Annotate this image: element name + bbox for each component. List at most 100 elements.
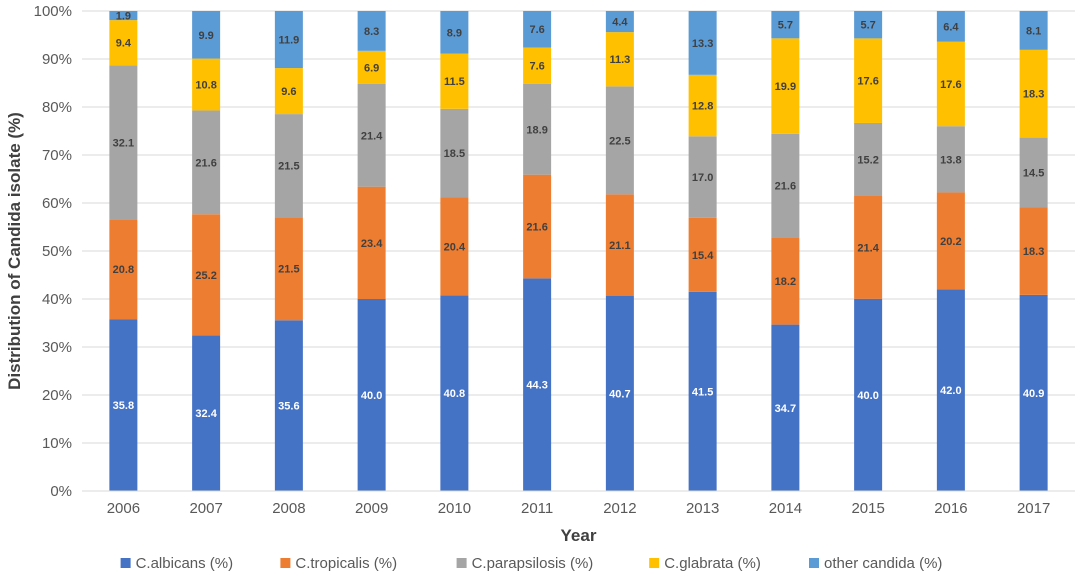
data-label: 42.0 <box>940 385 961 397</box>
data-label: 21.6 <box>526 222 547 234</box>
y-tick-label: 20% <box>42 387 72 404</box>
data-label: 9.6 <box>281 86 296 98</box>
bar-segment <box>771 324 800 491</box>
bar-segment <box>1019 294 1048 491</box>
data-label: 35.8 <box>113 400 134 412</box>
legend-swatch <box>120 558 131 568</box>
data-label: 32.4 <box>195 408 217 420</box>
bar-segment <box>109 219 138 320</box>
bar-segment <box>605 194 634 296</box>
bar-segment <box>936 126 965 193</box>
x-tick-label-2016: 2016 <box>934 500 967 517</box>
x-tick-label-2006: 2006 <box>107 500 140 517</box>
x-tick-label-2013: 2013 <box>686 500 719 517</box>
data-label: 18.5 <box>444 148 465 160</box>
data-label: 19.9 <box>775 81 796 93</box>
bar-segment <box>192 335 221 491</box>
bar-segment <box>440 197 469 296</box>
data-label: 5.7 <box>778 20 793 32</box>
bar-segment <box>771 237 800 325</box>
bar-segment <box>440 53 469 109</box>
bar-segment <box>854 195 883 299</box>
legend-swatch <box>809 558 819 568</box>
data-label: 35.6 <box>278 401 299 413</box>
bar-segment <box>1019 207 1048 295</box>
y-axis-title: Distribution of Candida isolate (%) <box>5 112 24 390</box>
data-label: 23.4 <box>361 238 383 250</box>
legend-swatch <box>280 558 291 568</box>
y-tick-label: 30% <box>42 339 72 356</box>
bar-segment <box>688 11 717 75</box>
data-label: 17.6 <box>940 79 961 91</box>
bar-segment <box>936 289 965 491</box>
data-label: 6.4 <box>943 21 959 33</box>
data-label: 18.2 <box>775 276 796 288</box>
bar-segment <box>936 11 965 42</box>
data-label: 21.6 <box>775 181 796 193</box>
bar-segment <box>274 320 303 491</box>
bar-segment <box>440 295 469 491</box>
bar-segment <box>771 133 800 238</box>
data-label: 11.3 <box>609 54 630 66</box>
bar-segment <box>440 108 469 198</box>
bar-segment <box>771 38 800 134</box>
bar-segment <box>605 32 634 87</box>
x-tick-label-2011: 2011 <box>521 500 553 517</box>
data-label: 40.0 <box>361 390 382 402</box>
bar-segment <box>1019 11 1048 50</box>
bar-segment <box>274 114 303 218</box>
data-label: 7.6 <box>529 61 544 73</box>
data-label: 5.7 <box>860 20 875 32</box>
data-label: 21.4 <box>361 130 383 142</box>
legend-label: other candida (%) <box>824 555 942 572</box>
bar-segment <box>1019 49 1048 138</box>
data-label: 8.3 <box>364 26 379 38</box>
bar-segment <box>771 11 800 39</box>
data-label: 14.5 <box>1023 167 1044 179</box>
bar-segment <box>1019 137 1048 208</box>
bar-segment <box>688 136 717 218</box>
bars <box>109 11 1048 491</box>
data-label: 17.0 <box>692 172 713 184</box>
data-label: 20.8 <box>113 264 134 276</box>
bar-segment <box>357 299 386 491</box>
data-label: 20.4 <box>444 241 466 253</box>
data-label: 8.1 <box>1026 25 1041 37</box>
bar-segment <box>854 11 883 39</box>
data-label: 18.3 <box>1023 246 1044 258</box>
data-label: 40.8 <box>444 388 465 400</box>
bar-segment <box>523 47 552 84</box>
data-label: 21.5 <box>278 264 299 276</box>
bar-segment <box>274 68 303 115</box>
data-label: 15.2 <box>857 154 878 166</box>
bar-segment <box>109 11 138 21</box>
y-tick-label: 100% <box>34 3 72 20</box>
legend-swatch <box>456 558 467 568</box>
y-tick-label: 70% <box>42 147 72 164</box>
bar-segment <box>854 122 883 196</box>
legend-label: C.albicans (%) <box>136 555 234 572</box>
data-label: 40.7 <box>609 388 630 400</box>
bar-segment <box>688 217 717 292</box>
bar-segment <box>523 278 552 491</box>
x-axis-title: Year <box>561 526 597 545</box>
y-tick-label: 40% <box>42 291 72 308</box>
bar-segment <box>274 11 303 69</box>
bar-segment <box>357 186 386 299</box>
data-label: 13.3 <box>692 38 713 50</box>
bar-segment <box>357 11 386 51</box>
gridlines <box>82 10 1075 444</box>
bar-segment <box>523 83 552 175</box>
legend-swatch <box>649 558 660 568</box>
bar-segment <box>523 11 552 48</box>
legend-label: C.parapsilosis (%) <box>472 555 594 572</box>
data-label: 21.4 <box>857 242 879 254</box>
data-label: 21.1 <box>609 240 630 252</box>
bar-segment <box>936 41 965 127</box>
data-label: 1.9 <box>116 11 131 23</box>
data-label: 25.2 <box>195 270 216 282</box>
bar-segment <box>605 11 634 33</box>
data-label: 32.1 <box>113 137 134 149</box>
data-label: 18.3 <box>1023 89 1044 101</box>
x-tick-label-2015: 2015 <box>851 500 884 517</box>
